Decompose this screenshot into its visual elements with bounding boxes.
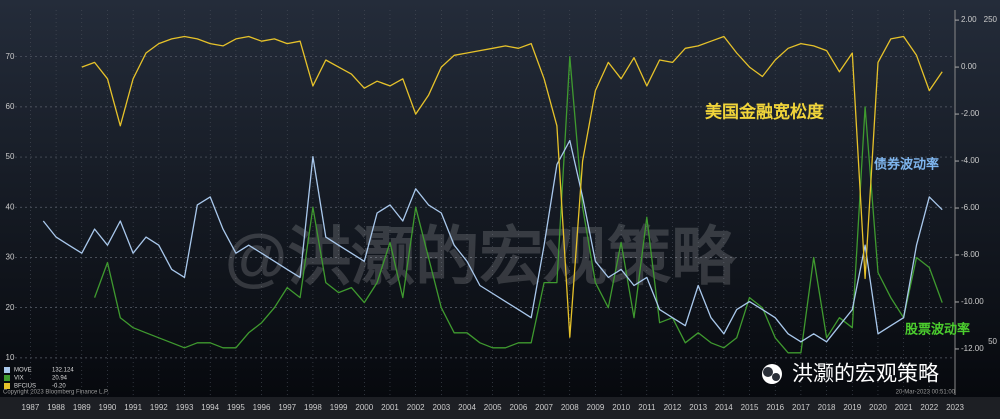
x-tick-label: 2021 (895, 403, 913, 412)
y-tick-label: 30 (6, 253, 15, 262)
x-tick-label: 2003 (432, 403, 450, 412)
y2-tick-label: 0.00 (961, 62, 977, 71)
annotation: 美国金融宽松度 (705, 101, 825, 121)
series-line (81, 35, 943, 338)
x-tick-label: 2019 (843, 403, 861, 412)
y2-tick-label: 2.00 (961, 15, 977, 24)
x-tick-label: 2000 (355, 403, 373, 412)
x-tick-label: 2018 (818, 403, 836, 412)
series-line (42, 139, 943, 343)
series-line (93, 56, 943, 354)
x-tick-label: 1995 (227, 403, 245, 412)
watermark: @洪灏的宏观策略 (225, 221, 736, 293)
y2-tick-label: -10.00 (961, 297, 984, 306)
source: Copyright 2023 Bloomberg Finance L.P. (3, 390, 109, 396)
y2-tick-label: -12.00 (961, 344, 984, 353)
x-tick-label: 2022 (920, 403, 938, 412)
legend-swatch (4, 375, 10, 381)
x-tick-label: 2007 (535, 403, 553, 412)
x-axis-strip (0, 397, 1000, 419)
x-tick-label: 2006 (509, 403, 527, 412)
logo-icon (763, 367, 773, 377)
x-tick-label: 1999 (330, 403, 348, 412)
x-tick-label: 2002 (407, 403, 425, 412)
x-tick-label: 1996 (253, 403, 271, 412)
y-tick-label: 70 (6, 52, 15, 61)
annotation: 股票波动率 (905, 321, 970, 336)
x-tick-label: 1989 (73, 403, 91, 412)
y2-tick-label: -2.00 (961, 109, 980, 118)
x-tick-label: 2009 (587, 403, 605, 412)
x-tick-label: 2012 (664, 403, 682, 412)
y2-tick-label: -8.00 (961, 250, 980, 259)
legend-label: MOVE (14, 368, 32, 374)
y2-tick-label: -6.00 (961, 203, 980, 212)
x-tick-label: 1991 (124, 403, 142, 412)
x-tick-label: 2004 (458, 403, 476, 412)
annotation: 债券波动率 (874, 156, 939, 171)
x-tick-label: 2020 (869, 403, 887, 412)
legend-swatch (4, 367, 10, 373)
logo-text: 洪灏的宏观策略 (792, 363, 939, 386)
legend-label: VIX (14, 376, 24, 382)
legend-value: -0.20 (52, 384, 66, 390)
x-tick-label: 1990 (99, 403, 117, 412)
x-tick-label: 1998 (304, 403, 322, 412)
x-tick-label: 1988 (47, 403, 65, 412)
y-tick-label: 10 (6, 353, 15, 362)
legend-label: BFCIUS (14, 384, 36, 390)
x-tick-label: 2017 (792, 403, 810, 412)
x-tick-label: 2008 (561, 403, 579, 412)
x-tick-label: 2015 (741, 403, 759, 412)
y-tick-label: 60 (6, 102, 15, 111)
x-tick-label: 2013 (689, 403, 707, 412)
x-tick-label: 1992 (150, 403, 168, 412)
y3-tick-label: 250 (984, 15, 998, 24)
logo-icon (772, 373, 780, 381)
x-tick-label: 1997 (278, 403, 296, 412)
x-tick-label: 2011 (638, 403, 656, 412)
y2-tick-label: -4.00 (961, 156, 980, 165)
x-tick-label: 2016 (766, 403, 784, 412)
x-tick-label: 2010 (612, 403, 630, 412)
y3-tick-label: 50 (988, 337, 997, 346)
x-tick-label: 1993 (176, 403, 194, 412)
date: 20-Mar-2023 00:51:00 (896, 390, 956, 396)
x-tick-label: 1994 (201, 403, 219, 412)
legend-value: 20.94 (52, 376, 68, 382)
y-tick-label: 20 (6, 303, 15, 312)
x-tick-label: 1987 (22, 403, 40, 412)
x-tick-label: 2005 (484, 403, 502, 412)
x-tick-label: 2014 (715, 403, 733, 412)
legend-value: 132.124 (52, 368, 74, 374)
y-tick-label: 40 (6, 202, 15, 211)
x-tick-label: 2023 (946, 403, 964, 412)
legend-swatch (4, 383, 10, 389)
y-tick-label: 50 (6, 152, 15, 161)
x-tick-label: 2001 (381, 403, 399, 412)
